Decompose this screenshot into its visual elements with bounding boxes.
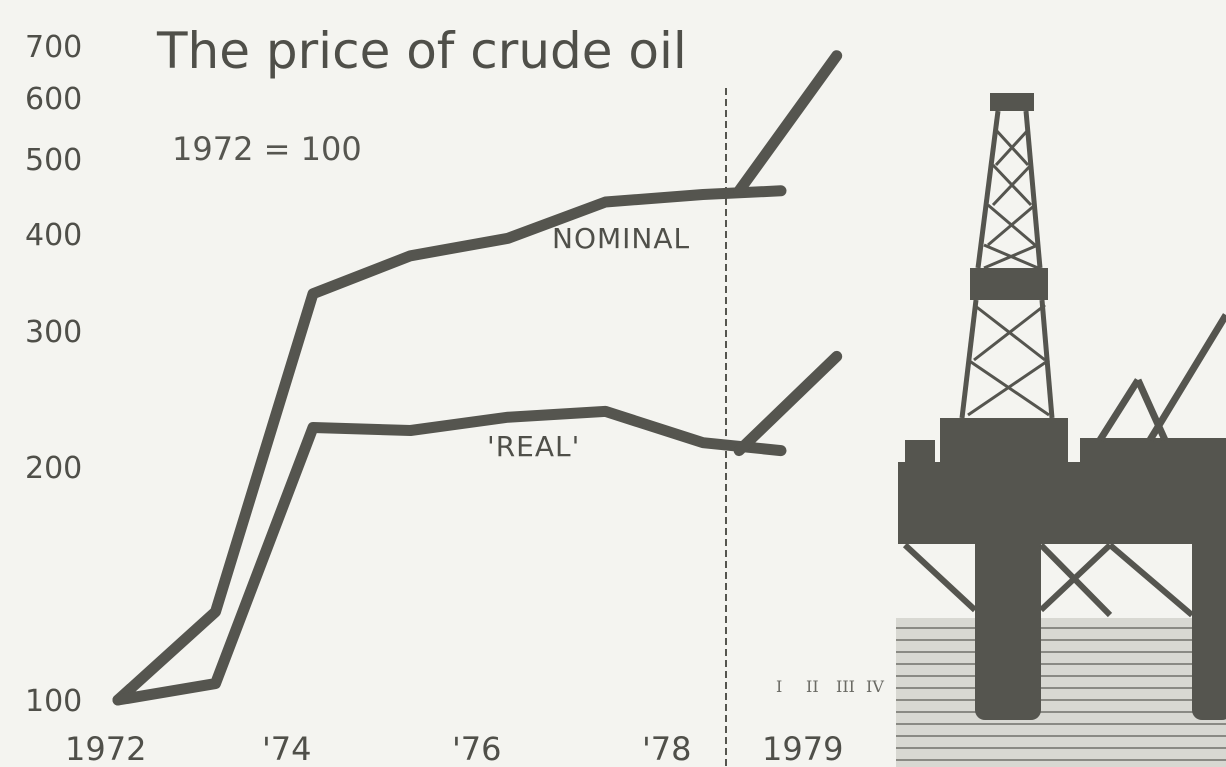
- quarter-label: III: [836, 677, 855, 696]
- y-tick-label: 300: [25, 315, 82, 350]
- y-axis-ticks: 100 200 300 400 500 600 700: [25, 30, 82, 719]
- x-tick-label: '74: [262, 730, 312, 767]
- y-tick-label: 600: [25, 82, 82, 117]
- oil-rig-illustration: [896, 93, 1226, 767]
- series-line-1979-nominal: [733, 50, 843, 197]
- x-tick-label: '78: [642, 730, 692, 767]
- series-line-nominal: [112, 185, 787, 706]
- y-tick-label: 100: [25, 684, 82, 719]
- x-tick-label: 1972: [65, 730, 146, 767]
- quarter-label: I: [776, 677, 782, 696]
- sea-hatching: [896, 618, 1226, 767]
- quarter-label: II: [806, 677, 819, 696]
- series-label-real: 'REAL': [487, 430, 580, 463]
- series-line-real: [112, 405, 787, 706]
- quarter-label: IV: [866, 677, 884, 696]
- y-tick-label: 700: [25, 30, 82, 65]
- series-label-nominal: NOMINAL: [552, 222, 690, 255]
- x-tick-label: 1979: [762, 730, 843, 767]
- chart-subtitle: 1972 = 100: [172, 130, 362, 168]
- y-tick-label: 500: [25, 143, 82, 178]
- x-tick-label: '76: [452, 730, 502, 767]
- series-lines: [112, 50, 843, 706]
- series-line-1979-real: [733, 350, 843, 457]
- chart-title: The price of crude oil: [156, 22, 687, 80]
- y-tick-label: 200: [25, 451, 82, 486]
- x-axis-ticks: 1972 '74 '76 '78 1979: [65, 730, 843, 767]
- quarter-ticks: I II III IV: [776, 677, 884, 696]
- y-tick-label: 400: [25, 218, 82, 253]
